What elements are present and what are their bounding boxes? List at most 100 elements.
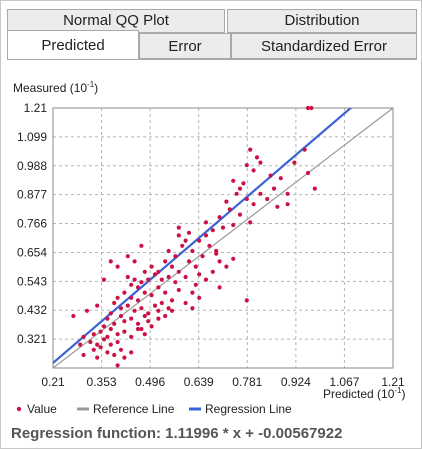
- data-point: [129, 334, 134, 339]
- data-point: [197, 272, 202, 277]
- data-point: [132, 259, 137, 264]
- data-point: [176, 269, 181, 274]
- data-point: [142, 290, 147, 295]
- y-tick-label: 0.654: [17, 245, 47, 259]
- data-point: [139, 306, 144, 311]
- data-point: [149, 264, 154, 269]
- data-point: [183, 300, 188, 306]
- y-tick-label: 0.321: [17, 332, 47, 346]
- data-point: [156, 308, 161, 313]
- data-point: [183, 238, 188, 243]
- data-point: [237, 186, 243, 191]
- data-point: [112, 352, 117, 358]
- data-point: [186, 230, 192, 235]
- data-point: [115, 264, 120, 269]
- data-point: [166, 306, 171, 311]
- data-point: [108, 342, 113, 347]
- data-point: [81, 352, 86, 358]
- data-point: [152, 303, 158, 308]
- data-point: [112, 321, 117, 326]
- data-point: [265, 196, 270, 202]
- tab-distribution[interactable]: Distribution: [227, 9, 417, 33]
- data-point: [248, 147, 253, 152]
- data-point: [268, 173, 273, 178]
- chart-points: [71, 105, 317, 368]
- data-point: [224, 264, 229, 269]
- data-point: [139, 280, 144, 285]
- data-point: [98, 329, 103, 334]
- data-point: [214, 251, 219, 256]
- x-tick-label: 0.496: [135, 375, 165, 389]
- data-point: [156, 269, 161, 274]
- data-point: [129, 350, 134, 355]
- data-point: [200, 254, 205, 259]
- tab-standardized-error[interactable]: Standardized Error: [231, 33, 417, 59]
- data-point: [176, 287, 181, 293]
- data-point: [231, 178, 236, 183]
- data-point: [217, 259, 222, 264]
- legend-value-label: Value: [27, 402, 57, 416]
- data-point: [95, 342, 100, 347]
- regression-line: [53, 108, 353, 364]
- x-tick-label: 0.781: [232, 375, 262, 389]
- data-point: [278, 176, 283, 181]
- y-tick-label: 0.988: [17, 159, 47, 173]
- data-point: [135, 321, 141, 326]
- data-point: [142, 269, 147, 274]
- y-tick-label: 0.877: [17, 188, 47, 202]
- x-axis-title: Predicted (10-1): [323, 386, 406, 401]
- data-point: [142, 332, 147, 337]
- data-point: [146, 311, 151, 316]
- data-point: [244, 298, 249, 303]
- data-point: [302, 147, 307, 152]
- data-point: [142, 313, 147, 319]
- data-point: [159, 300, 164, 306]
- legend-value-marker: [16, 406, 22, 412]
- data-point: [122, 290, 127, 295]
- data-point: [122, 355, 127, 360]
- data-point: [129, 316, 134, 321]
- data-point: [193, 282, 198, 287]
- data-point: [180, 243, 185, 248]
- tab-normal-qq-plot[interactable]: Normal QQ Plot: [7, 9, 225, 33]
- x-tick-label: 0.353: [87, 375, 117, 389]
- scatter-chart: 1.21 1.099 0.988 0.877 0.766 0.654 0.543 0.432 0…: [5, 61, 419, 421]
- data-point: [254, 155, 260, 160]
- data-point: [149, 293, 154, 298]
- legend-reference-label: Reference Line: [93, 402, 175, 416]
- data-point: [135, 326, 141, 332]
- data-point: [108, 259, 113, 264]
- data-point: [197, 295, 202, 300]
- data-point: [169, 308, 175, 313]
- data-point: [258, 191, 263, 196]
- data-point: [139, 326, 144, 332]
- data-point: [88, 339, 93, 345]
- data-point: [190, 248, 195, 254]
- data-point: [169, 264, 175, 269]
- data-point: [275, 204, 280, 209]
- data-point: [197, 238, 202, 243]
- data-point: [244, 163, 249, 168]
- data-point: [203, 220, 209, 225]
- tab-predicted[interactable]: Predicted: [7, 30, 139, 60]
- data-point: [285, 202, 290, 207]
- data-point: [207, 243, 212, 248]
- data-point: [105, 350, 110, 355]
- data-point: [129, 282, 134, 287]
- y-tick-label: 1.21: [24, 101, 48, 115]
- data-point: [91, 332, 96, 337]
- data-point: [101, 337, 107, 342]
- data-point: [217, 285, 222, 290]
- data-point: [190, 290, 195, 295]
- tab-label: Normal QQ Plot: [63, 12, 169, 29]
- tab-error[interactable]: Error: [139, 33, 231, 59]
- data-point: [81, 334, 86, 339]
- data-point: [210, 228, 215, 233]
- data-point: [118, 347, 124, 352]
- data-point: [305, 170, 311, 176]
- data-point: [285, 191, 290, 196]
- data-point: [105, 334, 110, 339]
- data-point: [135, 285, 141, 290]
- data-point: [292, 160, 297, 165]
- data-point: [166, 274, 171, 280]
